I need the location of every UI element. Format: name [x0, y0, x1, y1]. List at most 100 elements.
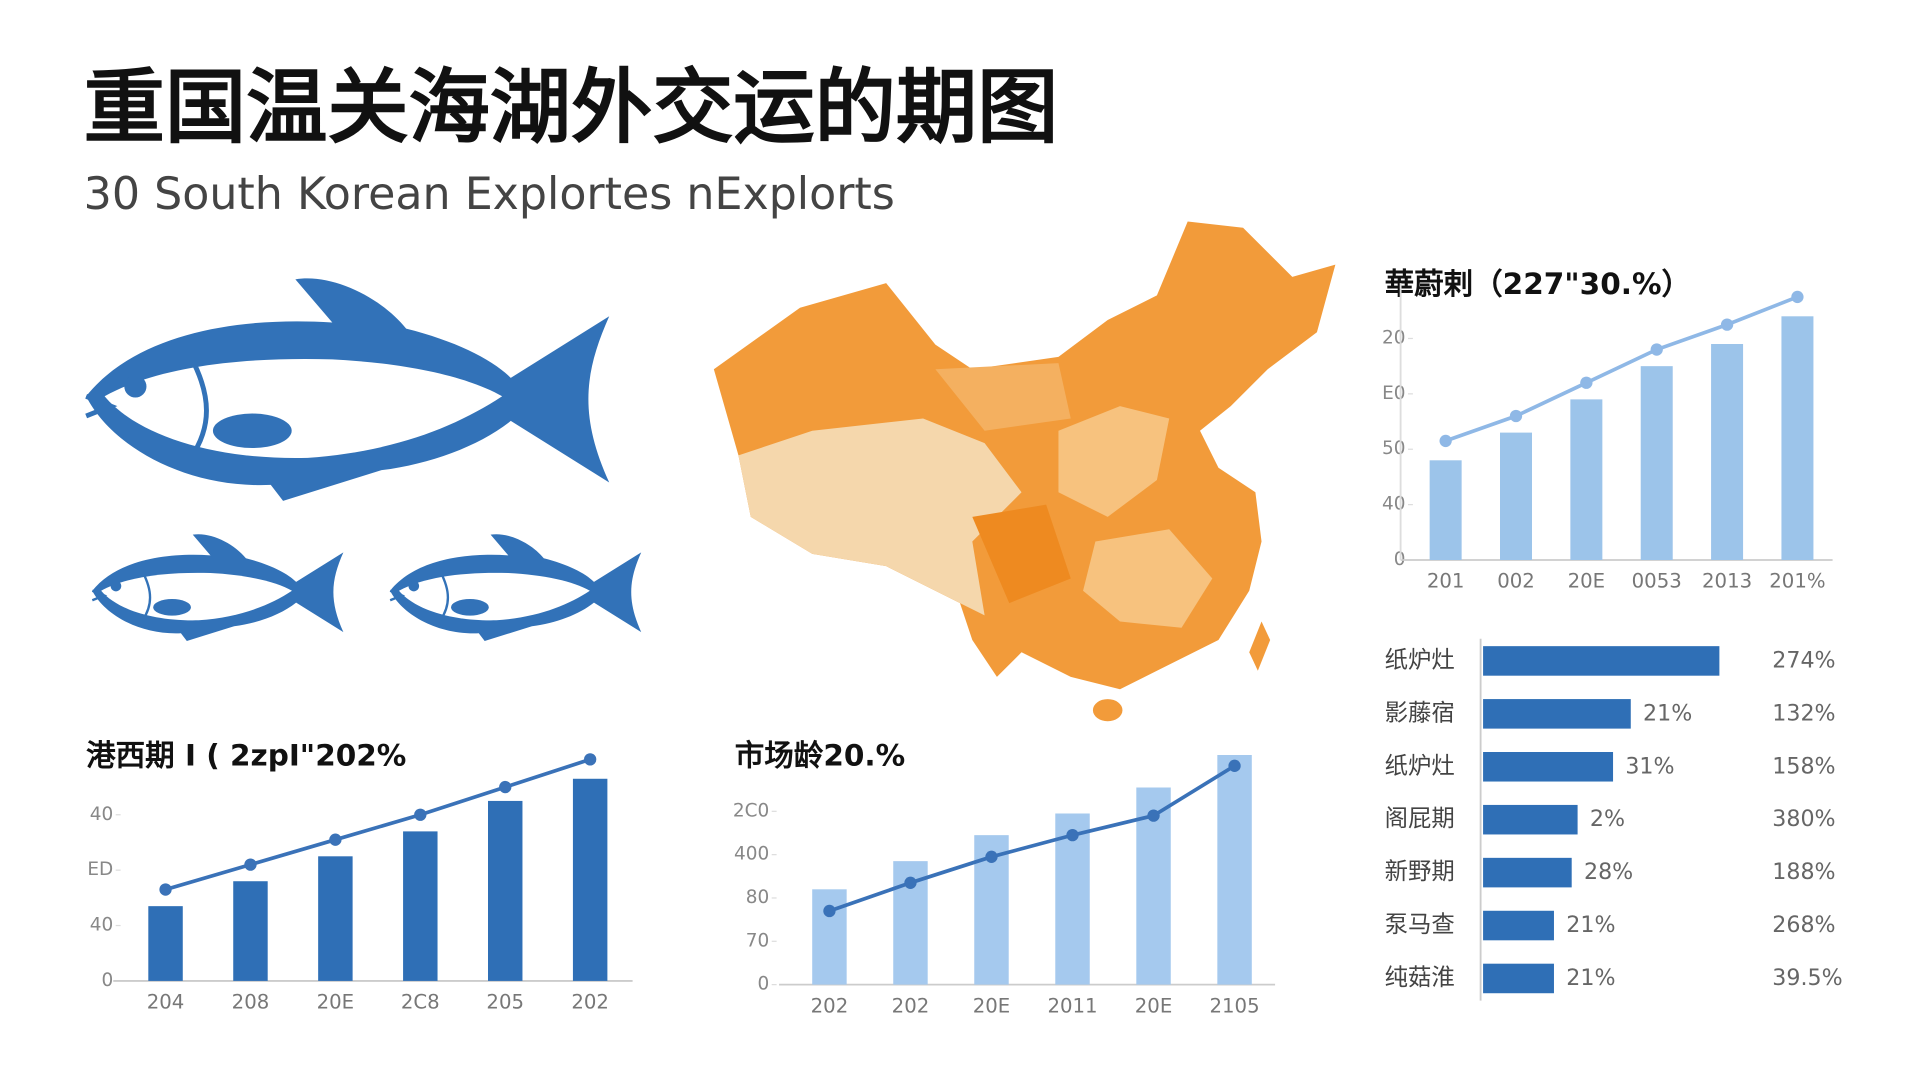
point: [1228, 759, 1241, 772]
point: [1650, 343, 1663, 356]
bar: [1570, 399, 1603, 560]
y-tick-label: 40: [90, 915, 113, 936]
end-label: 188%: [1772, 859, 1835, 885]
bar: [403, 831, 438, 981]
y-tick-label: 0: [101, 970, 113, 991]
bar: [1711, 344, 1744, 560]
bar: [488, 800, 523, 981]
x-tick-label: 2C8: [401, 991, 440, 1014]
page-subtitle: 30 South Korean Explortes nExplorts: [84, 169, 895, 220]
point: [1439, 434, 1452, 448]
x-tick-label: 20E: [1135, 994, 1173, 1017]
y-tick-label: 2C0: [733, 800, 769, 821]
point: [823, 904, 836, 918]
bar: [1429, 460, 1462, 560]
y-tick-label: 40: [90, 804, 113, 825]
x-tick-label: 202: [571, 991, 609, 1014]
y-tick-label: 20: [1382, 327, 1405, 348]
point: [985, 850, 998, 863]
bar: [1483, 646, 1720, 676]
category-label: 新野期: [1385, 857, 1455, 885]
map-illustration: [713, 221, 1336, 722]
x-tick-label: 2105: [1210, 994, 1260, 1017]
x-tick-label: 201%: [1769, 570, 1825, 593]
bar: [1640, 366, 1673, 560]
page-title: 重国温关海湖外交运的期图: [84, 62, 1059, 156]
chart-title: 市场龄20.%: [735, 738, 905, 772]
bar-label: 31%: [1625, 753, 1674, 779]
bar: [1055, 813, 1090, 985]
point: [1147, 809, 1160, 822]
bar: [1217, 755, 1252, 985]
category-label: 纯菇淮: [1385, 963, 1455, 991]
category-label: 影藤宿: [1385, 698, 1455, 726]
x-tick-label: 20E: [1568, 570, 1606, 593]
bar-label: 2%: [1590, 806, 1625, 832]
x-tick-label: 208: [232, 991, 270, 1014]
end-label: 158%: [1772, 753, 1835, 779]
y-tick-label: 80: [746, 887, 769, 908]
end-label: 274%: [1772, 647, 1835, 673]
end-label: 39.5%: [1772, 965, 1842, 991]
point: [1509, 409, 1523, 423]
point: [904, 876, 917, 889]
x-tick-label: 202: [811, 994, 849, 1017]
bar: [1483, 857, 1572, 888]
chart-title: 港西期 I ( 2zpI"202%: [86, 738, 406, 772]
y-tick-label: 0: [1394, 549, 1406, 570]
point: [499, 780, 512, 794]
x-tick-label: 2011: [1047, 994, 1097, 1017]
bar: [148, 906, 183, 981]
bar-label: 21%: [1643, 700, 1692, 726]
line: [1445, 295, 1799, 443]
end-label: 380%: [1772, 806, 1835, 832]
fish-illustration: [86, 278, 643, 643]
x-tick-label: 201: [1427, 570, 1465, 593]
point: [1720, 318, 1734, 331]
y-tick-label: 400: [734, 844, 769, 865]
bar-label: 28%: [1584, 859, 1633, 885]
bar: [1483, 910, 1554, 941]
x-tick-label: 205: [486, 991, 524, 1014]
line: [828, 764, 1236, 913]
point: [414, 808, 427, 821]
y-tick-label: 40: [1382, 494, 1405, 515]
bar: [572, 778, 608, 981]
bar: [1483, 752, 1614, 782]
point: [584, 753, 597, 766]
end-label: 268%: [1772, 912, 1835, 938]
x-tick-label: 0053: [1632, 570, 1682, 593]
bar: [1483, 699, 1631, 729]
y-tick-label: ED: [87, 859, 113, 880]
x-tick-label: 20E: [317, 991, 355, 1014]
bar-label: 21%: [1566, 912, 1615, 938]
line: [165, 757, 591, 892]
x-tick-label: 20E: [973, 994, 1011, 1017]
bar: [318, 856, 353, 981]
point: [1791, 290, 1804, 304]
x-tick-label: 204: [147, 991, 185, 1014]
y-tick-label: 50: [1382, 438, 1405, 459]
point: [1580, 376, 1593, 389]
bar: [1500, 432, 1532, 560]
category-label: 泵马查: [1385, 910, 1455, 938]
point: [329, 833, 342, 846]
x-tick-label: 2013: [1702, 570, 1752, 593]
bar: [233, 881, 268, 981]
point: [244, 858, 257, 871]
bar: [1781, 316, 1814, 560]
category-label: 纸炉灶: [1385, 645, 1455, 673]
category-label: 阁屁期: [1385, 804, 1455, 832]
y-tick-label: E0: [1382, 383, 1405, 404]
x-tick-label: 202: [892, 994, 930, 1017]
end-label: 132%: [1772, 700, 1835, 726]
category-label: 纸炉灶: [1385, 751, 1455, 779]
point: [1066, 828, 1079, 842]
chart-title: 華蔚剌（227"30.%）: [1385, 267, 1691, 301]
bar-label: 21%: [1566, 965, 1615, 991]
bar: [812, 889, 847, 985]
x-tick-label: 002: [1497, 570, 1535, 593]
y-tick-label: 70: [746, 930, 769, 951]
